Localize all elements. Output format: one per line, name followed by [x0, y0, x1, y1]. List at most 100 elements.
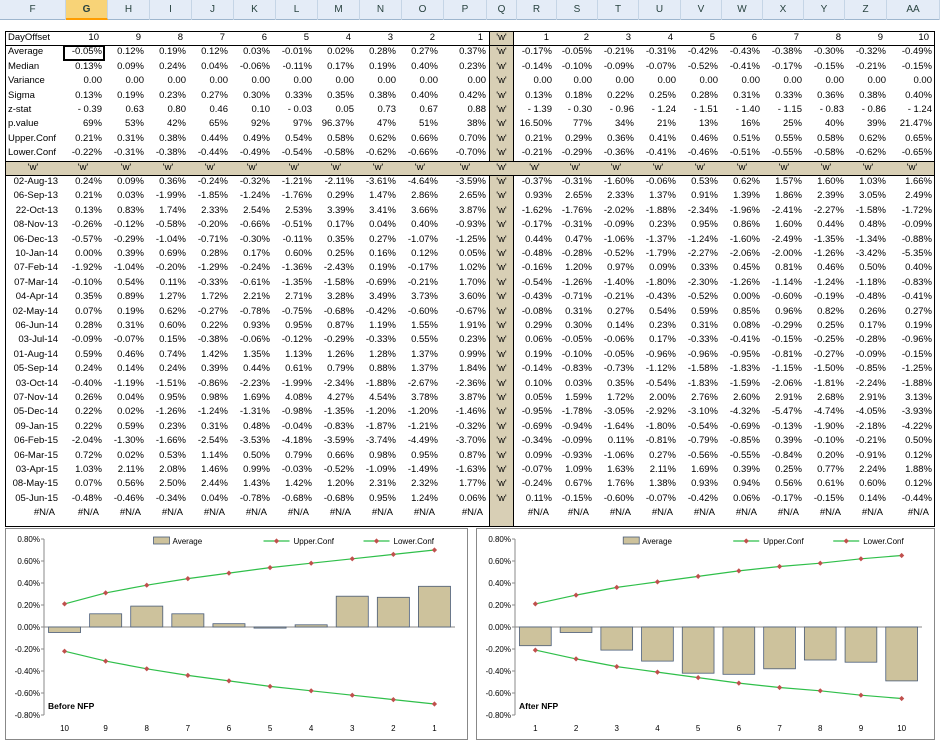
stat-cell[interactable]: 0.00 — [825, 75, 845, 87]
return-cell[interactable]: -1.20% — [365, 406, 396, 418]
stat-cell[interactable]: 0.41% — [649, 132, 676, 144]
na-cell[interactable]: #N/A — [329, 507, 351, 519]
return-cell[interactable]: 1.69% — [691, 464, 718, 475]
na-cell[interactable]: #N/A — [777, 507, 799, 519]
return-cell[interactable]: -0.41% — [901, 291, 932, 303]
return-cell[interactable]: -1.20% — [407, 406, 438, 418]
dayoffset-cell[interactable]: 9 — [877, 32, 883, 43]
return-cell[interactable]: 0.40% — [411, 219, 438, 231]
return-cell[interactable]: -1.76% — [281, 190, 312, 202]
return-cell[interactable]: -1.21% — [407, 420, 438, 432]
na-cell[interactable]: #N/A — [203, 507, 225, 519]
stat-cell[interactable]: -0.52% — [687, 60, 718, 72]
return-cell[interactable]: 0.45% — [733, 262, 760, 274]
marker-cell[interactable]: 'w' — [820, 161, 832, 173]
stat-cell[interactable]: -0.17% — [521, 46, 552, 58]
return-cell[interactable]: 0.46% — [817, 262, 844, 274]
return-cell[interactable]: 2.65% — [459, 190, 486, 202]
return-cell[interactable]: -0.96% — [687, 348, 718, 360]
return-cell[interactable]: 0.27% — [649, 449, 676, 461]
stat-cell[interactable]: 0.28% — [369, 46, 396, 58]
return-cell[interactable]: 0.00% — [75, 248, 102, 259]
stat-cell[interactable]: -0.41% — [729, 60, 760, 72]
return-cell[interactable]: 0.97% — [607, 262, 634, 274]
return-cell[interactable]: 3.78% — [411, 392, 438, 403]
column-header-w[interactable]: W — [722, 0, 763, 20]
stat-cell[interactable]: 0.00 — [573, 75, 593, 87]
na-cell[interactable]: #N/A — [119, 507, 141, 519]
return-cell[interactable]: 0.87% — [327, 320, 354, 331]
stat-cell[interactable]: -0.46% — [687, 147, 718, 159]
return-cell[interactable]: -1.51% — [155, 377, 186, 389]
return-cell[interactable]: 2.49% — [905, 190, 932, 202]
return-cell[interactable]: -0.88% — [901, 233, 932, 245]
return-cell[interactable]: -0.52% — [603, 248, 634, 259]
return-cell[interactable]: -0.91% — [855, 449, 886, 461]
return-cell[interactable]: -0.60% — [771, 291, 802, 303]
return-cell[interactable]: -0.83% — [901, 276, 932, 288]
na-cell[interactable]: #N/A — [819, 507, 841, 519]
return-cell[interactable]: -0.73% — [603, 363, 634, 375]
stat-cell[interactable]: 0.00 — [293, 75, 313, 87]
stat-cell[interactable]: 0.00 — [251, 75, 271, 87]
return-cell[interactable]: -0.15% — [813, 492, 844, 504]
return-cell[interactable]: 0.24% — [159, 363, 186, 375]
na-cell[interactable]: #N/A — [287, 507, 309, 519]
stat-cell[interactable]: -0.38% — [771, 46, 802, 58]
return-cell[interactable]: 0.50% — [859, 262, 886, 274]
return-cell[interactable]: -0.28% — [855, 334, 886, 346]
return-cell[interactable]: 0.17% — [859, 320, 886, 331]
stat-cell[interactable]: 51% — [418, 118, 438, 130]
stat-cell[interactable]: 0.31% — [117, 132, 144, 144]
return-cell[interactable]: 0.91% — [691, 190, 718, 202]
point-upper-conf[interactable] — [899, 552, 905, 559]
stat-cell[interactable]: -0.14% — [521, 60, 552, 72]
bar-average[interactable] — [253, 626, 287, 629]
row-label[interactable]: z-stat — [8, 104, 32, 115]
point-lower-conf[interactable] — [103, 658, 109, 664]
stat-cell[interactable]: 53% — [124, 118, 144, 130]
marker-cell[interactable]: 'w' — [496, 104, 507, 115]
date-cell[interactable]: 05-Jun-15 — [15, 492, 58, 504]
return-cell[interactable]: 0.99% — [459, 348, 486, 360]
bar-average[interactable] — [763, 626, 796, 670]
return-cell[interactable]: -3.70% — [455, 435, 486, 447]
bar-average[interactable] — [641, 626, 674, 662]
stat-cell[interactable]: 0.33% — [285, 89, 312, 101]
return-cell[interactable]: -0.78% — [239, 492, 270, 504]
return-cell[interactable]: -0.38% — [197, 334, 228, 346]
stat-cell[interactable]: 0.00 — [167, 75, 187, 87]
return-cell[interactable]: -1.88% — [365, 377, 396, 389]
na-cell[interactable]: #N/A — [861, 507, 883, 519]
return-cell[interactable]: -0.03% — [281, 464, 312, 475]
return-cell[interactable]: -0.06% — [645, 176, 676, 187]
return-cell[interactable]: -1.30% — [113, 435, 144, 447]
stat-cell[interactable]: -0.36% — [603, 147, 634, 159]
marker-cell[interactable]: 'w' — [496, 190, 507, 202]
return-cell[interactable]: 2.86% — [411, 190, 438, 202]
stat-cell[interactable]: 0.23% — [159, 89, 186, 101]
return-cell[interactable]: 0.61% — [285, 363, 312, 375]
return-cell[interactable]: 2.00% — [649, 392, 676, 403]
return-cell[interactable]: 0.59% — [117, 420, 144, 432]
date-cell[interactable]: 08-Nov-13 — [13, 219, 58, 231]
return-cell[interactable]: -1.46% — [455, 406, 486, 418]
return-cell[interactable]: -1.24% — [687, 233, 718, 245]
return-cell[interactable]: -1.06% — [603, 449, 634, 461]
return-cell[interactable]: -4.22% — [901, 420, 932, 432]
return-cell[interactable]: -0.17% — [771, 492, 802, 504]
stat-cell[interactable]: 0.13% — [75, 60, 102, 72]
return-cell[interactable]: -0.43% — [521, 291, 552, 303]
return-cell[interactable]: -0.56% — [687, 449, 718, 461]
return-cell[interactable]: -1.88% — [645, 204, 676, 216]
point-upper-conf[interactable] — [858, 556, 864, 562]
stat-cell[interactable]: -0.29% — [561, 147, 592, 159]
date-cell[interactable]: 06-Mar-15 — [14, 449, 58, 461]
return-cell[interactable]: 0.98% — [369, 449, 396, 461]
return-cell[interactable]: -0.84% — [771, 449, 802, 461]
return-cell[interactable]: 0.77% — [817, 464, 844, 475]
return-cell[interactable]: -2.04% — [71, 435, 102, 447]
return-cell[interactable]: -0.93% — [455, 219, 486, 231]
stat-cell[interactable]: 0.73 — [377, 104, 397, 115]
return-cell[interactable]: -0.29% — [113, 233, 144, 245]
